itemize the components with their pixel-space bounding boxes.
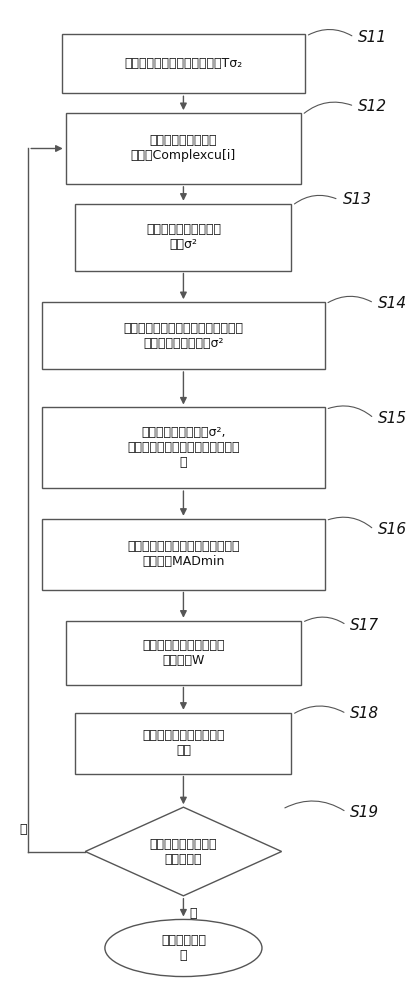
Text: 是否为当前帧最后一
个编码单元: 是否为当前帧最后一 个编码单元 — [150, 838, 217, 866]
Text: S14: S14 — [378, 296, 407, 311]
Text: 计算当前编码单元的滤波
系数: 计算当前编码单元的滤波 系数 — [142, 729, 225, 757]
FancyBboxPatch shape — [42, 302, 325, 369]
FancyBboxPatch shape — [62, 34, 305, 93]
FancyBboxPatch shape — [76, 713, 292, 774]
Text: 计算当前帧图像的噪声
方差σ²: 计算当前帧图像的噪声 方差σ² — [146, 223, 221, 251]
Text: 否: 否 — [20, 823, 27, 836]
Text: 获取当前变换单元的运动补偿残差
的最小值MADmin: 获取当前变换单元的运动补偿残差 的最小值MADmin — [127, 540, 240, 568]
Text: 获取当前帧图像噪声方差阈值Tσ₂: 获取当前帧图像噪声方差阈值Tσ₂ — [124, 57, 242, 70]
Text: 计算出当前变换单元对应
的权重值W: 计算出当前变换单元对应 的权重值W — [142, 639, 225, 667]
Text: S15: S15 — [378, 411, 407, 426]
Text: 当前帧处理结
束: 当前帧处理结 束 — [161, 934, 206, 962]
FancyBboxPatch shape — [76, 204, 292, 271]
FancyBboxPatch shape — [42, 407, 325, 488]
FancyBboxPatch shape — [66, 113, 301, 184]
Text: S12: S12 — [358, 99, 387, 114]
Text: 根据已知帧的噪声方差，自适应地调
整当前帧的噪声方差σ²: 根据已知帧的噪声方差，自适应地调 整当前帧的噪声方差σ² — [123, 322, 243, 350]
FancyBboxPatch shape — [66, 621, 301, 685]
Ellipse shape — [105, 919, 262, 977]
Text: S11: S11 — [358, 30, 387, 45]
Text: S19: S19 — [350, 805, 380, 820]
Text: 是: 是 — [190, 907, 197, 920]
Text: S17: S17 — [350, 618, 380, 633]
Text: 获取当前编码单元的
复杂度Complexcu[i]: 获取当前编码单元的 复杂度Complexcu[i] — [131, 134, 236, 162]
Text: 根据当前帧噪声方差σ²,
确定当前帧的各个变换单元滤波系
数: 根据当前帧噪声方差σ², 确定当前帧的各个变换单元滤波系 数 — [127, 426, 240, 469]
Text: S13: S13 — [342, 192, 372, 207]
FancyBboxPatch shape — [42, 519, 325, 590]
Polygon shape — [85, 807, 282, 896]
Text: S16: S16 — [378, 522, 407, 537]
Text: S18: S18 — [350, 706, 380, 721]
